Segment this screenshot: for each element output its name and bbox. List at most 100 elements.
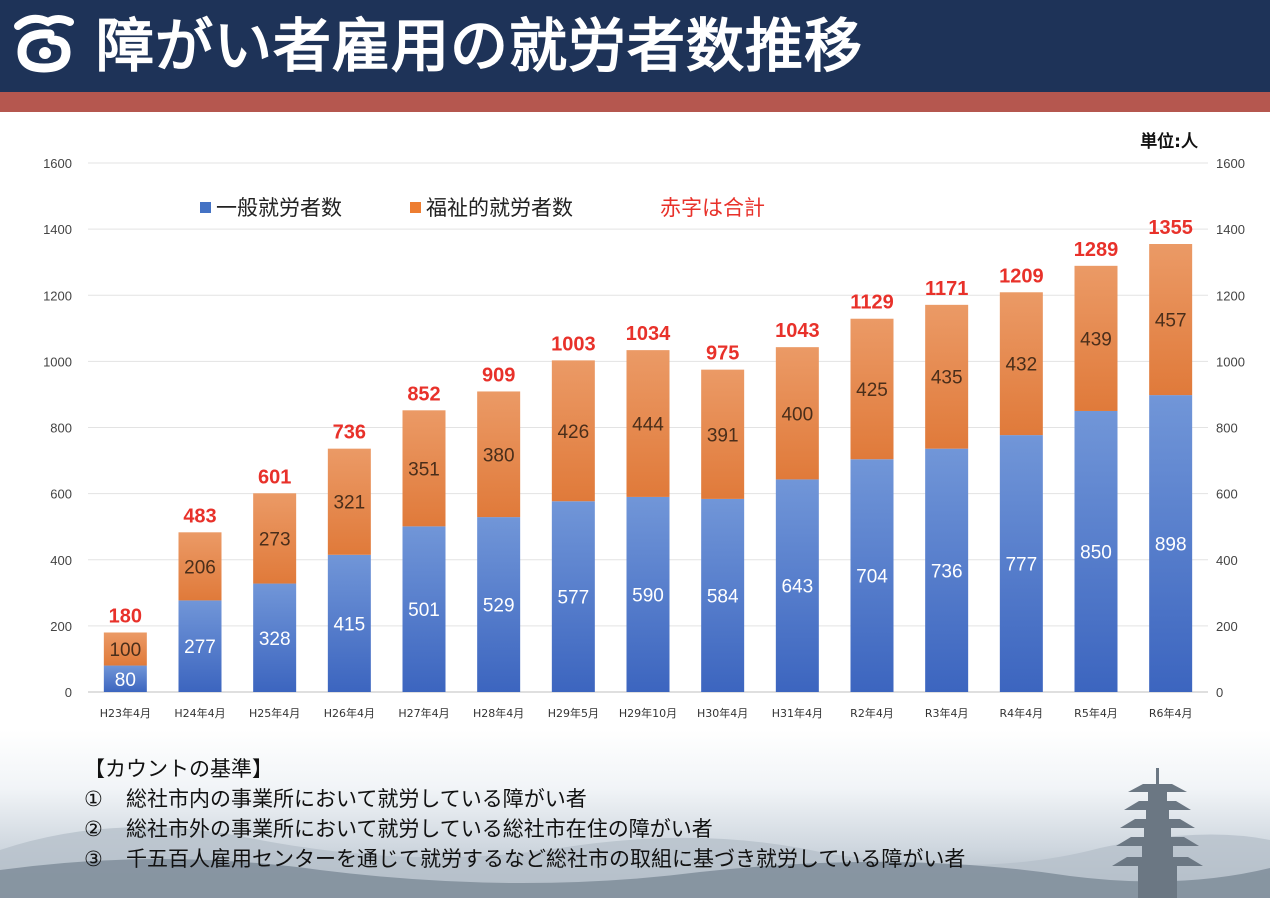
y-tick-label-left: 0 [65,685,72,700]
x-tick-label: R3年4月 [925,706,969,720]
bar-data-label: 100 [109,640,141,661]
y-tick-label-left: 1000 [43,354,72,369]
legend-label: 一般就労者数 [216,196,342,220]
bar-data-label: 321 [333,493,365,514]
y-tick-label-left: 1200 [43,288,72,303]
y-tick-label-left: 600 [50,487,72,502]
x-tick-label: R4年4月 [1000,706,1044,720]
bar-segment-general [626,496,670,692]
criteria-item: ① 総社市内の事業所において就労している障がい者 [84,784,965,814]
bar-data-label: 704 [856,567,888,588]
bar-data-label: 439 [1080,329,1112,350]
bar-segment-general [775,479,819,692]
pagoda-icon [1112,768,1203,898]
bar-data-label: 380 [483,445,515,466]
criteria-text: 総社市内の事業所において就労している障がい者 [126,787,587,811]
total-label: 483 [183,505,216,527]
x-tick-label: H26年4月 [324,706,375,720]
bar-data-label: 444 [632,415,664,436]
bar-data-label: 328 [259,629,291,650]
criteria-heading: 【カウントの基準】 [84,757,273,781]
total-label: 1171 [925,278,968,300]
bar-segment-general [327,554,371,692]
x-tick-label: R2年4月 [850,706,894,720]
bar-segment-welfare [402,410,446,527]
bar-data-label: 277 [184,637,216,658]
x-tick-label: H29年10月 [619,706,677,720]
y-tick-label-left: 400 [50,553,72,568]
total-label: 1209 [999,265,1044,287]
x-tick-label: H29年5月 [548,706,599,720]
bar-segment-general [701,498,745,692]
bar-data-label: 415 [333,614,365,635]
bar-segment-welfare [551,360,595,502]
bar-segment-general [477,517,521,692]
bar-data-label: 426 [557,422,589,443]
bar-data-label: 351 [408,459,440,480]
total-label: 852 [407,383,440,405]
y-tick-label-right: 600 [1216,487,1238,502]
background-scenery [0,730,1270,898]
total-label: 736 [333,422,366,444]
bar-data-label: 577 [557,588,589,609]
bar-data-label: 590 [632,585,664,606]
bar-data-label: 777 [1005,555,1037,576]
page-title: 障がい者雇用の就労者数推移 [96,12,864,80]
bar-data-label: 584 [707,586,739,607]
x-tick-label: R5年4月 [1074,706,1118,720]
criteria-item: ② 総社市外の事業所において就労している総社市在住の障がい者 [84,814,965,844]
criteria-item: ③ 千五百人雇用センターを通じて就労するなど総社市の取組に基づき就労している障がい… [84,844,965,874]
y-tick-label-left: 1600 [43,156,72,171]
total-label: 1289 [1074,239,1119,261]
unit-label: 単位:人 [1140,132,1198,152]
criteria-text: 千五百人雇用センターを通じて就労するなど総社市の取組に基づき就労している障がい者 [126,847,966,871]
x-tick-label: H30年4月 [697,706,748,720]
total-label: 1355 [1148,217,1193,239]
criteria-number: ② [84,817,103,841]
criteria-section: 【カウントの基準】 ① 総社市内の事業所において就労している障がい者 ② 総社市外の… [84,754,965,874]
bar-segment-general [925,448,969,692]
bar-segment-welfare [999,292,1043,436]
bar-segment-general [1149,395,1193,692]
bar-segment-general [1074,410,1118,692]
bar-segment-welfare [850,318,894,460]
city-emblem-icon [14,14,74,73]
bar-segment-general [999,435,1043,692]
y-tick-label-left: 800 [50,421,72,436]
y-tick-label-right: 1200 [1216,288,1245,303]
x-tick-label: R6年4月 [1149,706,1193,720]
y-tick-label-right: 200 [1216,619,1238,634]
bar-data-label: 898 [1155,535,1187,556]
total-label: 1043 [775,320,820,342]
bar-segment-welfare [103,632,147,666]
y-tick-label-right: 800 [1216,421,1238,436]
y-tick-label-left: 1400 [43,222,72,237]
bar-segment-general [402,526,446,692]
legend-swatch [200,202,211,213]
y-tick-label-right: 0 [1216,685,1223,700]
total-label: 1003 [551,333,596,355]
total-label: 1034 [626,323,671,345]
bar-segment-welfare [1149,244,1193,396]
bar-data-label: 432 [1005,355,1037,376]
criteria-text: 総社市外の事業所において就労している総社市在住の障がい者 [126,817,713,841]
bar-segment-welfare [701,369,745,499]
bar-segment-general [551,501,595,692]
total-label: 975 [706,343,739,365]
criteria-number: ③ [84,847,103,871]
bar-segment-welfare [626,350,670,497]
bar-segment-general [253,583,297,692]
bar-data-label: 435 [931,368,963,389]
bar-data-label: 425 [856,380,888,401]
bar-segment-welfare [775,347,819,480]
x-tick-label: H27年4月 [398,706,449,720]
stacked-bar-chart: 0 0 200 200 400 400 600 600 800 800 1000 1000 1200 12… [43,156,1245,720]
bar-data-label: 850 [1080,542,1112,563]
bar-segment-welfare [327,448,371,555]
total-label: 180 [109,605,142,627]
bar-data-label: 457 [1155,311,1187,332]
y-tick-label-right: 1000 [1216,354,1245,369]
header-bar [0,0,1270,92]
bar-data-label: 736 [931,561,963,582]
x-tick-label: H25年4月 [249,706,300,720]
